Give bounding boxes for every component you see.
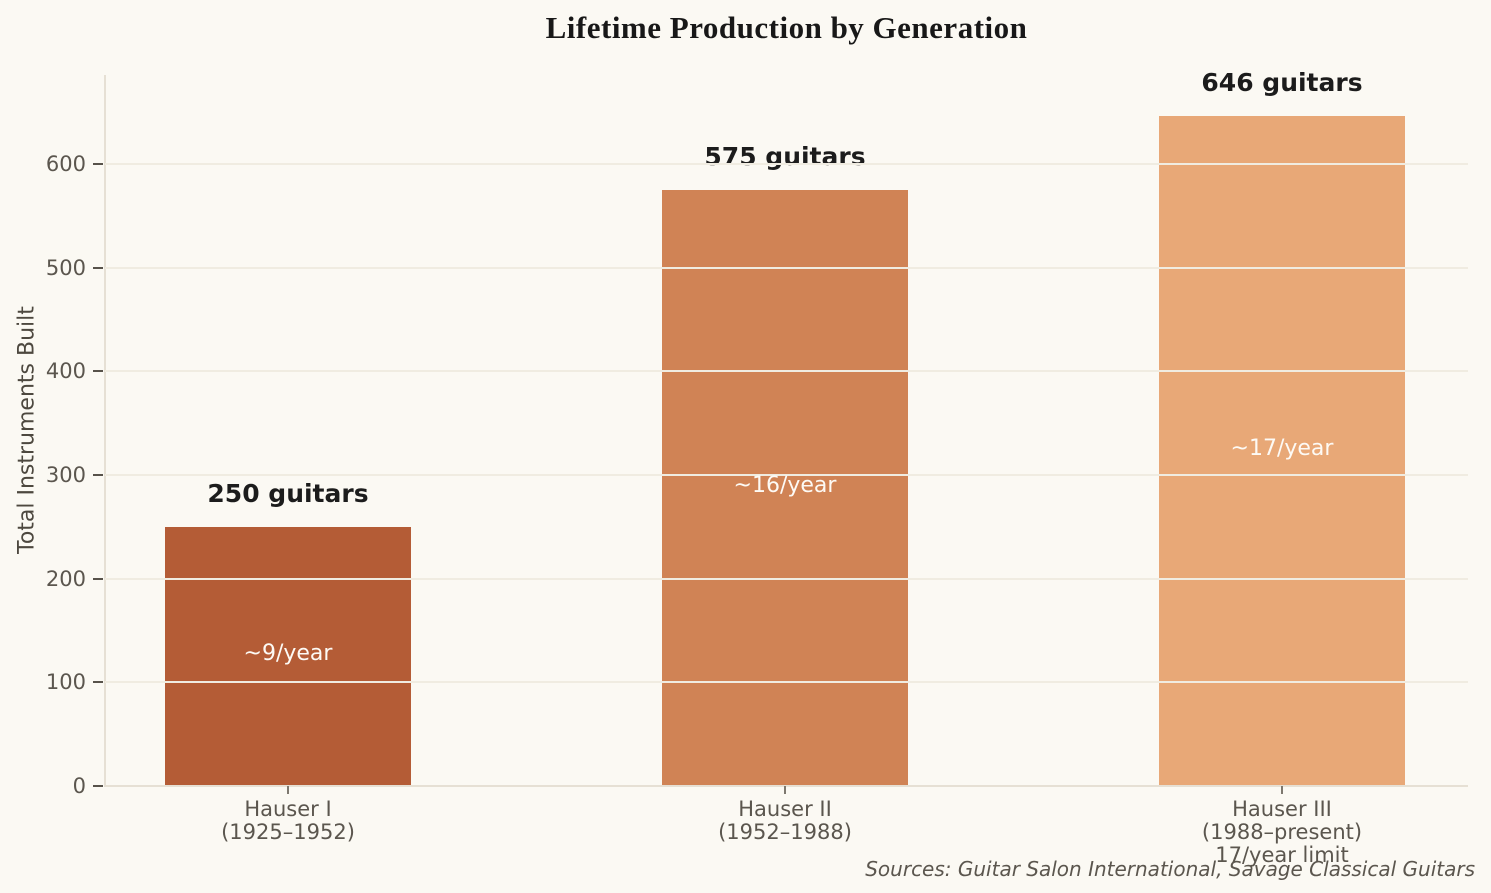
- gridline: [105, 370, 1468, 373]
- x-tick-label-line: Hauser II: [738, 797, 832, 821]
- x-tick-label: Hauser II (1952–1988): [605, 798, 965, 844]
- x-axis-spine: [104, 785, 1468, 787]
- bar: [1159, 116, 1405, 786]
- x-tick-label-line: (1988–present): [1201, 820, 1363, 844]
- bar-rate-annotation: ~17/year: [1230, 436, 1334, 462]
- y-tick-label: 0: [72, 774, 86, 798]
- x-tick-label: Hauser I (1925–1952): [108, 798, 468, 844]
- chart-title: Lifetime Production by Generation: [545, 10, 1028, 45]
- gridline: [105, 577, 1468, 580]
- x-tick-label-line: Hauser III: [1232, 797, 1332, 821]
- x-tick-mark: [784, 786, 786, 794]
- y-tick-mark: [93, 785, 103, 787]
- x-tick-label-line: Hauser I: [244, 797, 332, 821]
- bar-rate-annotation: ~16/year: [733, 473, 837, 498]
- y-tick-mark: [93, 681, 103, 684]
- y-tick-mark: [93, 266, 103, 269]
- x-tick-label: Hauser III (1988–present) 17/year limit: [1102, 798, 1462, 867]
- y-tick-mark: [93, 474, 103, 477]
- y-tick-label: 600: [45, 152, 86, 177]
- y-axis-title: Total Instruments Built: [14, 306, 40, 554]
- gridline: [105, 474, 1468, 477]
- gridline: [105, 681, 1468, 684]
- y-tick-label: 300: [45, 463, 86, 488]
- y-axis-spine: [104, 75, 106, 787]
- x-tick-mark: [287, 786, 289, 794]
- bar-value-label: 575 guitars: [704, 142, 866, 171]
- bar-value-label: 250 guitars: [207, 478, 369, 508]
- x-tick-label-line: (1925–1952): [221, 820, 355, 844]
- y-tick-label: 100: [45, 670, 86, 695]
- x-tick-label-line: (1952–1988): [718, 820, 852, 844]
- gridline: [105, 266, 1468, 269]
- bar: [662, 190, 908, 786]
- x-tick-mark: [1281, 786, 1283, 794]
- bar: [165, 526, 411, 786]
- bar-value-label: 646 guitars: [1201, 68, 1363, 98]
- source-note: Sources: Guitar Salon International, Sav…: [865, 857, 1475, 881]
- y-tick-label: 400: [45, 359, 86, 384]
- y-tick-mark: [93, 163, 103, 166]
- y-tick-label: 500: [45, 255, 86, 280]
- bar-rate-annotation: ~9/year: [243, 641, 333, 667]
- gridline: [105, 163, 1468, 166]
- y-tick-mark: [93, 577, 103, 580]
- x-tick-label-line: 17/year limit: [1215, 843, 1349, 867]
- y-tick-mark: [93, 370, 103, 373]
- y-tick-label: 200: [45, 566, 86, 591]
